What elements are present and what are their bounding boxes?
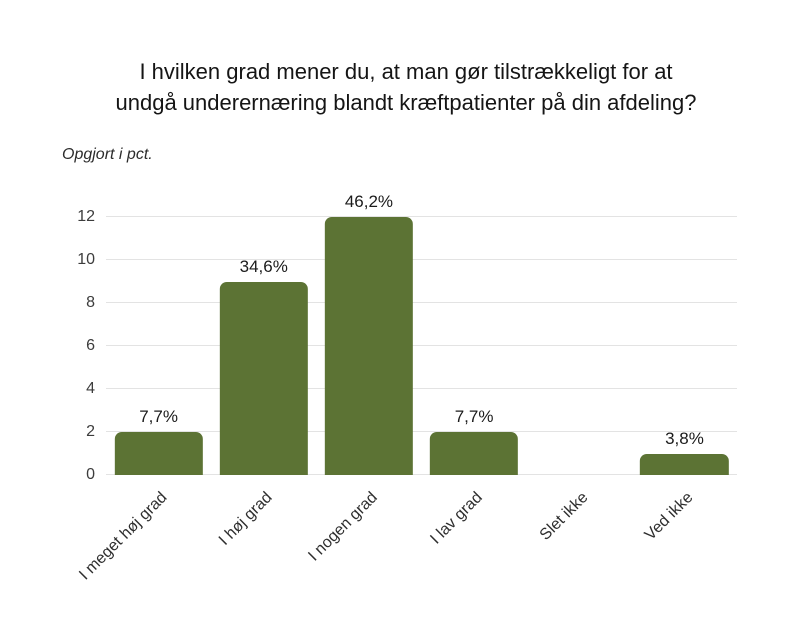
chart-subtitle: Opgjort i pct.: [62, 146, 153, 163]
bar: [429, 432, 519, 475]
bar-slot: 46,2% I nogen grad: [305, 192, 421, 565]
x-tick-label: I nogen grad: [305, 489, 381, 565]
gridline: [106, 474, 737, 475]
y-tick-label: 12: [77, 208, 95, 225]
bar-slot: Slet ikke: [527, 217, 632, 544]
gridline: [106, 302, 737, 303]
bar-chart-plot-area: 0 2 4 6 8 10 12 7,7% I meget høj grad 34,6% I høj…: [76, 192, 737, 583]
bar-value-label: 7,7%: [454, 407, 494, 427]
gridline: [106, 388, 737, 389]
bar-value-label: 7,7%: [139, 407, 178, 427]
bar-slot: 3,8% Ved ikke: [632, 217, 737, 544]
gridline: [106, 216, 737, 217]
y-tick-label: 6: [86, 337, 95, 354]
bar-value-label: 3,8%: [665, 428, 704, 448]
bar-slot: 34,6% I høj grad: [211, 217, 316, 549]
bar: [219, 281, 308, 475]
bar-value-label: 46,2%: [344, 192, 394, 211]
bar-slot: 7,7% I lav grad: [422, 217, 527, 548]
y-tick-label: 4: [86, 380, 95, 397]
x-tick-label: I meget høj grad: [76, 489, 171, 584]
bars-container: 7,7% I meget høj grad 34,6% I høj grad 46,2%…: [76, 192, 737, 583]
x-tick-label: Ved ikke: [641, 489, 697, 544]
x-tick-label: I lav grad: [427, 489, 487, 548]
chart-title-line-2: undgå underernæring blandt kræftpatiente…: [115, 90, 697, 115]
bar: [324, 217, 414, 475]
bar: [640, 453, 729, 475]
y-tick-label: 0: [86, 466, 95, 483]
y-axis: 0 2 4 6 8 10 12: [49, 208, 95, 483]
y-tick-label: 10: [77, 251, 95, 268]
bar-slot: 7,7% I meget høj grad: [76, 217, 211, 583]
chart-title: I hvilken grad mener du, at man gør tils…: [0, 56, 812, 118]
gridline: [106, 259, 737, 260]
y-tick-label: 8: [86, 294, 95, 311]
gridline: [106, 345, 737, 346]
bar-value-label: 34,6%: [239, 256, 288, 276]
gridline: [106, 431, 737, 432]
y-tick-label: 2: [86, 423, 95, 440]
x-tick-label: Slet ikke: [536, 489, 592, 544]
chart-title-line-1: I hvilken grad mener du, at man gør tils…: [139, 59, 673, 84]
x-tick-label: I høj grad: [215, 489, 276, 549]
bar: [114, 432, 203, 475]
